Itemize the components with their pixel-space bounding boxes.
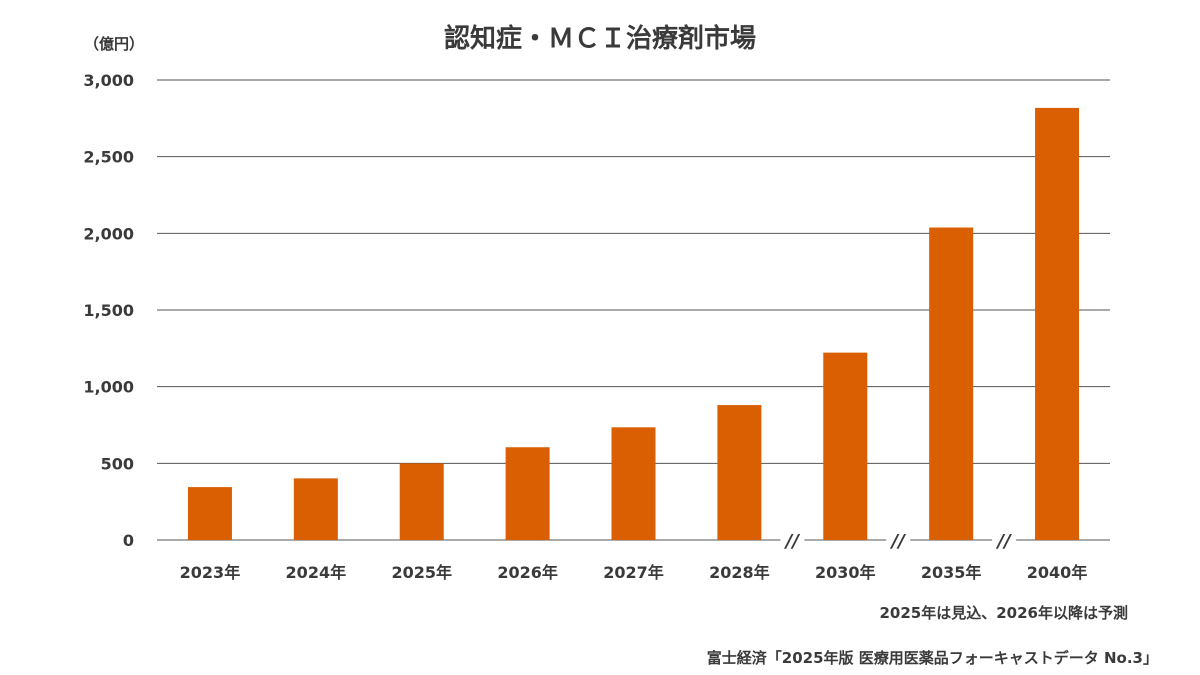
- x-tick-label: 2035年: [921, 563, 982, 582]
- y-tick-label: 0: [123, 531, 134, 550]
- y-tick-label: 3,000: [83, 71, 134, 90]
- bar: [187, 487, 232, 540]
- bar: [611, 427, 656, 540]
- axis-break-marks: // // //: [780, 531, 1017, 552]
- x-tick-label: 2023年: [180, 563, 241, 582]
- axis-break-gap: [992, 536, 1017, 544]
- x-tick-label: 2027年: [603, 563, 664, 582]
- y-tick-label: 500: [101, 454, 134, 473]
- bar: [823, 352, 868, 540]
- bar: [293, 478, 338, 540]
- chart-title: 認知症・ＭＣＩ治療剤市場: [443, 24, 756, 54]
- axis-break-gap: [780, 536, 805, 544]
- y-tick-label: 2,000: [83, 224, 134, 243]
- axis-break-mark: //: [784, 531, 801, 552]
- x-tick-label: 2028年: [709, 563, 770, 582]
- bars: [187, 107, 1080, 541]
- x-tick-label: 2030年: [815, 563, 876, 582]
- bar: [717, 405, 762, 540]
- bar-chart: 0 500 1,000 1,500 2,000 2,500 3,000 2023年 2024年…: [83, 71, 1110, 582]
- y-tick-label: 2,500: [83, 148, 134, 167]
- source-credit: 富士経済「2025年版 医療用医薬品フォーキャストデータ No.3」: [706, 649, 1158, 667]
- y-tick-label: 1,000: [83, 378, 134, 397]
- y-axis-unit-label: （億円）: [84, 35, 145, 53]
- axis-break-gap: [886, 536, 911, 544]
- y-axis-tick-labels: 0 500 1,000 1,500 2,000 2,500 3,000: [83, 71, 134, 550]
- bar: [399, 463, 444, 540]
- x-tick-label: 2024年: [286, 563, 347, 582]
- bar: [505, 447, 550, 540]
- y-tick-label: 1,500: [83, 301, 134, 320]
- bar: [929, 227, 974, 541]
- forecast-note: 2025年は見込、2026年以降は予測: [879, 604, 1129, 622]
- bar: [1035, 107, 1080, 540]
- axis-break-mark: //: [996, 531, 1013, 552]
- x-axis-tick-labels: 2023年 2024年 2025年 2026年 2027年 2028年 2030年 2035年…: [180, 563, 1088, 582]
- axis-break-mark: //: [890, 531, 907, 552]
- x-tick-label: 2040年: [1027, 563, 1088, 582]
- x-tick-label: 2025年: [391, 563, 452, 582]
- x-tick-label: 2026年: [497, 563, 558, 582]
